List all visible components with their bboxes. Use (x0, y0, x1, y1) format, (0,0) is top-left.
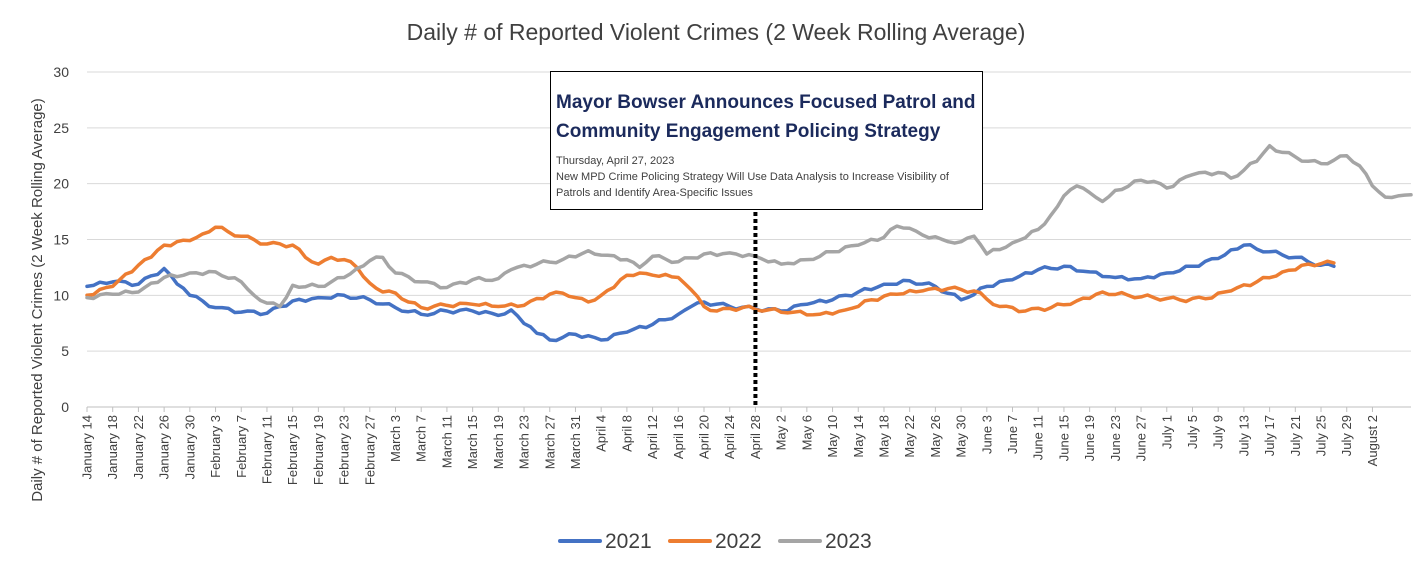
y-tick-label: 10 (53, 287, 69, 303)
callout-headline: Mayor Bowser Announces Focused Patrol an… (556, 92, 976, 142)
x-tick-label: April 28 (748, 415, 763, 459)
x-tick-label: March 15 (465, 415, 480, 469)
x-tick-label: July 13 (1236, 415, 1251, 456)
series-line-2022 (85, 225, 1336, 317)
x-tick-label: June 23 (1108, 415, 1123, 461)
x-tick-label: February 3 (208, 415, 223, 478)
x-tick-label: January 26 (157, 415, 172, 479)
x-tick-label: May 30 (954, 415, 969, 458)
x-axis-ticks: January 14 January 18 January 22 January 26… (80, 407, 1380, 485)
x-tick-label: April 4 (594, 415, 609, 452)
legend-label-2022: 2022 (715, 530, 762, 553)
x-tick-label: January 22 (131, 415, 146, 479)
x-tick-label: June 7 (1005, 415, 1020, 454)
x-tick-label: February 19 (311, 415, 326, 485)
x-tick-label: March 19 (491, 415, 506, 469)
y-tick-label: 15 (53, 232, 69, 248)
chart-title: Daily # of Reported Violent Crimes (2 We… (407, 19, 1026, 45)
legend-label-2021: 2021 (605, 530, 652, 553)
x-tick-label: June 19 (1082, 415, 1097, 461)
series-line-2023 (85, 143, 1413, 309)
x-tick-label: January 30 (182, 415, 197, 479)
x-tick-label: July 9 (1211, 415, 1226, 449)
x-tick-label: May 10 (825, 415, 840, 458)
callout-date: Thursday, April 27, 2023 (556, 155, 675, 167)
x-tick-label: July 1 (1159, 415, 1174, 449)
legend[interactable]: 2021 2022 2023 (558, 530, 872, 553)
x-tick-label: May 2 (774, 415, 789, 450)
x-tick-label: June 3 (979, 415, 994, 454)
y-tick-label: 25 (53, 120, 69, 136)
x-tick-label: July 29 (1339, 415, 1354, 456)
x-tick-label: March 23 (517, 415, 532, 469)
x-tick-label: February 23 (337, 415, 352, 485)
legend-label-2023: 2023 (825, 530, 872, 553)
x-tick-label: March 3 (388, 415, 403, 462)
x-tick-label: February 15 (285, 415, 300, 485)
y-axis-label: Daily # of Reported Violent Crimes (2 We… (29, 98, 46, 502)
x-tick-label: March 27 (542, 415, 557, 469)
x-tick-label: March 7 (414, 415, 429, 462)
x-tick-label: March 31 (568, 415, 583, 469)
series-line-2021 (85, 243, 1336, 343)
x-tick-label: May 14 (851, 415, 866, 458)
x-tick-label: July 21 (1288, 415, 1303, 456)
series-group (85, 143, 1413, 343)
announcement-callout: Mayor Bowser Announces Focused Patrol an… (550, 71, 983, 210)
x-tick-label: May 22 (902, 415, 917, 458)
x-tick-label: May 26 (928, 415, 943, 458)
x-tick-label: May 6 (799, 415, 814, 450)
y-tick-label: 20 (53, 176, 69, 192)
x-tick-label: April 8 (619, 415, 634, 452)
x-tick-label: July 5 (1185, 415, 1200, 449)
x-tick-label: April 16 (671, 415, 686, 459)
y-tick-label: 30 (53, 64, 69, 80)
x-tick-label: May 18 (876, 415, 891, 458)
x-tick-label: April 12 (645, 415, 660, 459)
x-tick-label: July 17 (1262, 415, 1277, 456)
x-tick-label: April 24 (722, 415, 737, 459)
x-tick-label: June 11 (1031, 415, 1046, 460)
x-tick-label: June 27 (1134, 415, 1149, 461)
x-tick-label: March 11 (439, 415, 454, 468)
y-axis-ticks: 0 5 10 15 20 25 30 (53, 64, 69, 415)
x-tick-label: February 27 (362, 415, 377, 485)
callout-body: New MPD Crime Policing Strategy Will Use… (556, 171, 949, 199)
y-tick-label: 0 (61, 399, 69, 415)
x-tick-label: April 20 (697, 415, 712, 459)
x-tick-label: July 25 (1314, 415, 1329, 456)
x-tick-label: January 14 (80, 415, 95, 479)
x-tick-label: June 15 (1056, 415, 1071, 461)
x-tick-label: February 7 (234, 415, 249, 478)
x-tick-label: August 2 (1365, 415, 1380, 466)
y-tick-label: 5 (61, 343, 69, 359)
x-tick-label: January 18 (105, 415, 120, 479)
x-tick-label: February 11 (259, 415, 274, 484)
